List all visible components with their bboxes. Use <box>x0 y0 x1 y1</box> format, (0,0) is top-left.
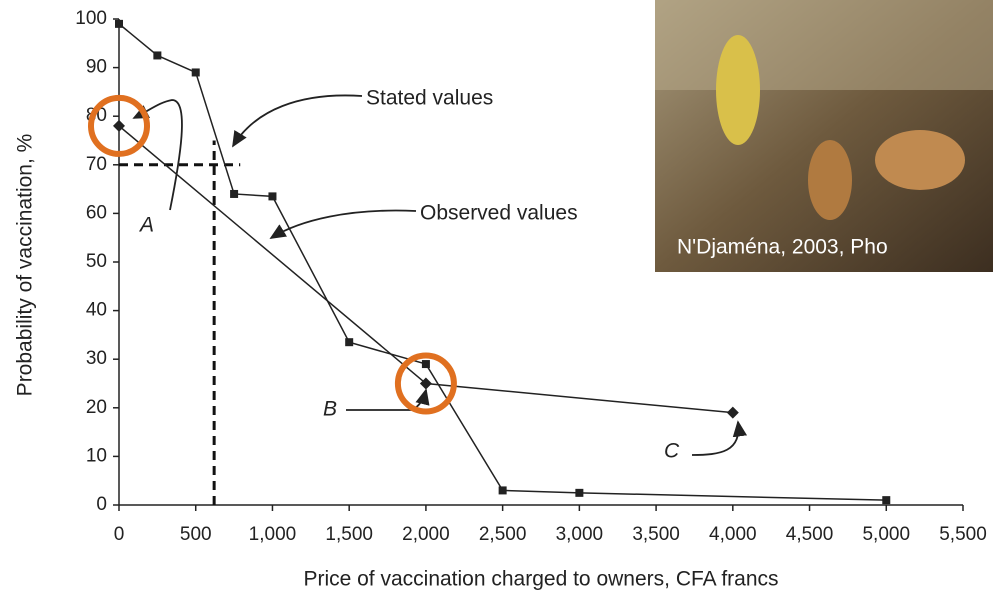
page: {"chart_data": {"type": "line", "x_label… <box>0 0 993 602</box>
y-axis-label: Probability of vaccination, % <box>14 134 37 397</box>
chart: N'Djaména, 2003, Pho Price of vaccinatio… <box>0 0 993 597</box>
y-tick-label: 30 <box>86 348 107 369</box>
photo-dog <box>875 130 965 190</box>
x-tick-label: 5,500 <box>939 524 987 545</box>
arrow <box>692 422 738 455</box>
y-tick-label: 90 <box>86 57 107 78</box>
arrow <box>233 95 362 146</box>
point <box>499 486 507 494</box>
point <box>882 496 890 504</box>
point-label: C <box>664 440 680 463</box>
x-axis-label: Price of vaccination charged to owners, … <box>303 568 778 591</box>
y-tick-label: 60 <box>86 202 107 223</box>
point-label: B <box>323 398 337 421</box>
point-label: A <box>138 214 154 237</box>
y-tick-label: 40 <box>86 300 107 321</box>
x-tick-label: 1,000 <box>249 524 297 545</box>
annotation-arrows <box>134 95 738 455</box>
y-tick-label: 100 <box>75 8 107 29</box>
x-tick-label: 3,000 <box>556 524 604 545</box>
photo-caption: N'Djaména, 2003, Pho <box>677 236 888 259</box>
y-tick-label: 50 <box>86 251 107 272</box>
photo-figure <box>716 35 760 145</box>
point <box>575 489 583 497</box>
x-tick-label: 4,000 <box>709 524 757 545</box>
x-tick-label: 500 <box>180 524 212 545</box>
y-tick-label: 70 <box>86 154 107 175</box>
point <box>115 20 123 28</box>
x-tick-label: 4,500 <box>786 524 834 545</box>
x-tick-label: 2,000 <box>402 524 450 545</box>
point <box>153 51 161 59</box>
y-tick-label: 20 <box>86 397 107 418</box>
annotation: Stated values <box>366 87 493 110</box>
photo-background <box>655 0 993 90</box>
arrow <box>134 100 182 210</box>
x-tick-label: 5,000 <box>862 524 910 545</box>
point <box>345 338 353 346</box>
series-line <box>119 126 733 413</box>
x-tick-label: 1,500 <box>325 524 373 545</box>
point <box>727 407 739 419</box>
annotation: Observed values <box>420 202 578 225</box>
point <box>422 360 430 368</box>
point <box>230 190 238 198</box>
y-tick-label: 0 <box>96 494 107 515</box>
point <box>268 192 276 200</box>
photo-dog <box>808 140 852 220</box>
y-tick-label: 10 <box>86 445 107 466</box>
photo: N'Djaména, 2003, Pho <box>655 0 993 272</box>
point <box>192 68 200 76</box>
x-tick-label: 2,500 <box>479 524 527 545</box>
x-tick-label: 3,500 <box>632 524 680 545</box>
x-tick-label: 0 <box>114 524 125 545</box>
